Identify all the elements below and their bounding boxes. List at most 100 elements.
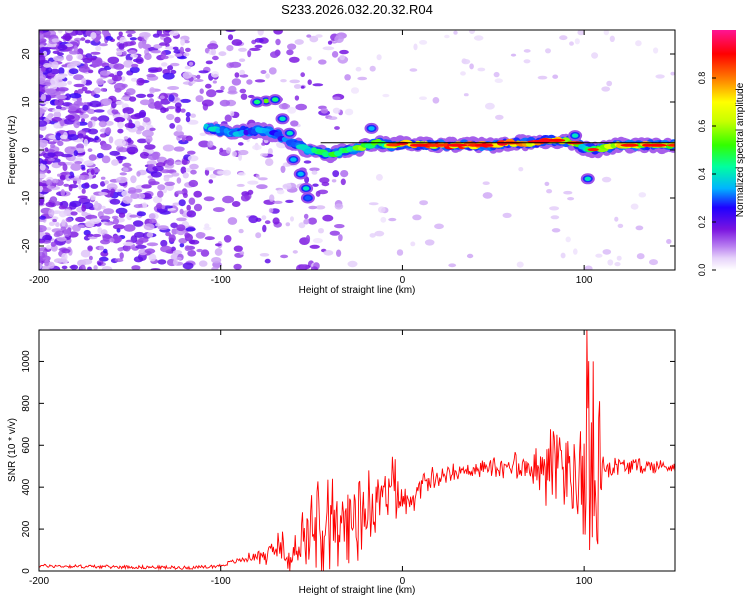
noise-speck	[99, 256, 109, 262]
noise-speck	[595, 253, 603, 258]
noise-speck	[54, 211, 59, 214]
noise-speck	[344, 74, 351, 81]
noise-speck	[268, 67, 277, 75]
noise-speck	[482, 181, 490, 185]
noise-speck	[294, 39, 304, 45]
noise-speck	[81, 77, 87, 86]
noise-speck	[357, 76, 368, 81]
noise-speck	[48, 209, 55, 217]
noise-speck	[113, 218, 119, 225]
noise-speck	[185, 135, 193, 142]
noise-speck	[485, 102, 495, 110]
noise-speck	[239, 69, 246, 75]
noise-speck	[159, 95, 165, 100]
noise-speck	[76, 143, 84, 150]
noise-speck	[277, 189, 285, 195]
noise-speck	[129, 66, 140, 74]
noise-speck	[378, 206, 386, 213]
noise-speck	[273, 200, 283, 204]
noise-speck	[369, 233, 376, 238]
noise-speck	[614, 262, 621, 267]
noise-speck	[60, 153, 73, 158]
noise-speck	[559, 35, 568, 41]
spectrogram-noise	[39, 30, 675, 270]
noise-speck	[39, 85, 43, 92]
noise-speck	[219, 147, 224, 153]
noise-speck	[185, 227, 196, 232]
noise-speck	[81, 118, 85, 123]
noise-speck	[280, 165, 286, 173]
noise-speck	[295, 103, 308, 111]
noise-speck	[198, 70, 209, 74]
noise-speck	[136, 77, 145, 86]
noise-speck	[78, 183, 83, 190]
noise-speck	[47, 158, 55, 162]
snr-ytick-label: 800	[21, 395, 32, 412]
noise-speck	[190, 169, 197, 175]
noise-speck	[201, 99, 214, 107]
noise-speck	[52, 178, 59, 184]
noise-speck	[134, 231, 145, 238]
noise-speck	[309, 244, 320, 249]
noise-speck	[58, 67, 65, 75]
noise-speck	[226, 45, 234, 52]
noise-speck	[143, 223, 155, 231]
noise-speck	[49, 196, 58, 203]
noise-speck	[68, 103, 80, 110]
noise-speck	[176, 224, 186, 232]
noise-speck	[90, 169, 95, 175]
snr-xtick-label: 0	[400, 576, 406, 587]
noise-speck	[307, 217, 317, 225]
noise-speck	[97, 115, 110, 123]
noise-speck	[269, 194, 275, 202]
noise-speck	[65, 115, 75, 120]
noise-speck	[198, 140, 211, 148]
noise-speck	[46, 244, 51, 250]
noise-speck	[131, 265, 141, 270]
noise-speck	[98, 43, 108, 47]
noise-speck	[255, 174, 260, 179]
noise-speck	[152, 195, 163, 204]
noise-speck	[254, 44, 263, 49]
noise-speck	[83, 160, 94, 166]
noise-speck	[396, 249, 404, 256]
noise-speck	[56, 236, 67, 242]
noise-speck	[233, 245, 243, 252]
noise-speck	[94, 135, 99, 141]
snr-frame	[38, 329, 676, 572]
noise-speck	[101, 155, 111, 164]
noise-speck	[224, 114, 232, 122]
noise-speck	[287, 106, 297, 114]
noise-speck	[286, 49, 294, 56]
noise-speck	[212, 80, 217, 84]
noise-speck	[290, 216, 294, 222]
noise-speck	[268, 208, 274, 213]
noise-speck	[461, 58, 467, 64]
noise-speck	[65, 217, 73, 223]
noise-speck	[300, 72, 306, 78]
noise-speck	[98, 120, 107, 128]
noise-speck	[329, 230, 340, 236]
noise-speck	[54, 99, 59, 106]
noise-speck	[165, 231, 172, 237]
noise-speck	[75, 30, 85, 36]
noise-speck	[199, 232, 206, 238]
noise-speck	[666, 239, 672, 244]
noise-speck	[166, 158, 175, 166]
noise-speck	[119, 252, 124, 260]
noise-speck	[148, 69, 159, 73]
spectrogram-ytick-label: 20	[21, 48, 32, 60]
noise-speck	[318, 59, 327, 65]
noise-speck	[171, 228, 178, 235]
noise-speck	[55, 105, 62, 110]
noise-speck	[57, 173, 62, 177]
noise-speck	[62, 163, 68, 171]
noise-speck	[382, 93, 390, 98]
noise-speck	[93, 94, 101, 98]
noise-speck	[102, 208, 115, 215]
noise-speck	[104, 180, 109, 185]
noise-speck	[466, 253, 474, 259]
noise-speck	[100, 181, 106, 187]
noise-speck	[495, 114, 504, 120]
